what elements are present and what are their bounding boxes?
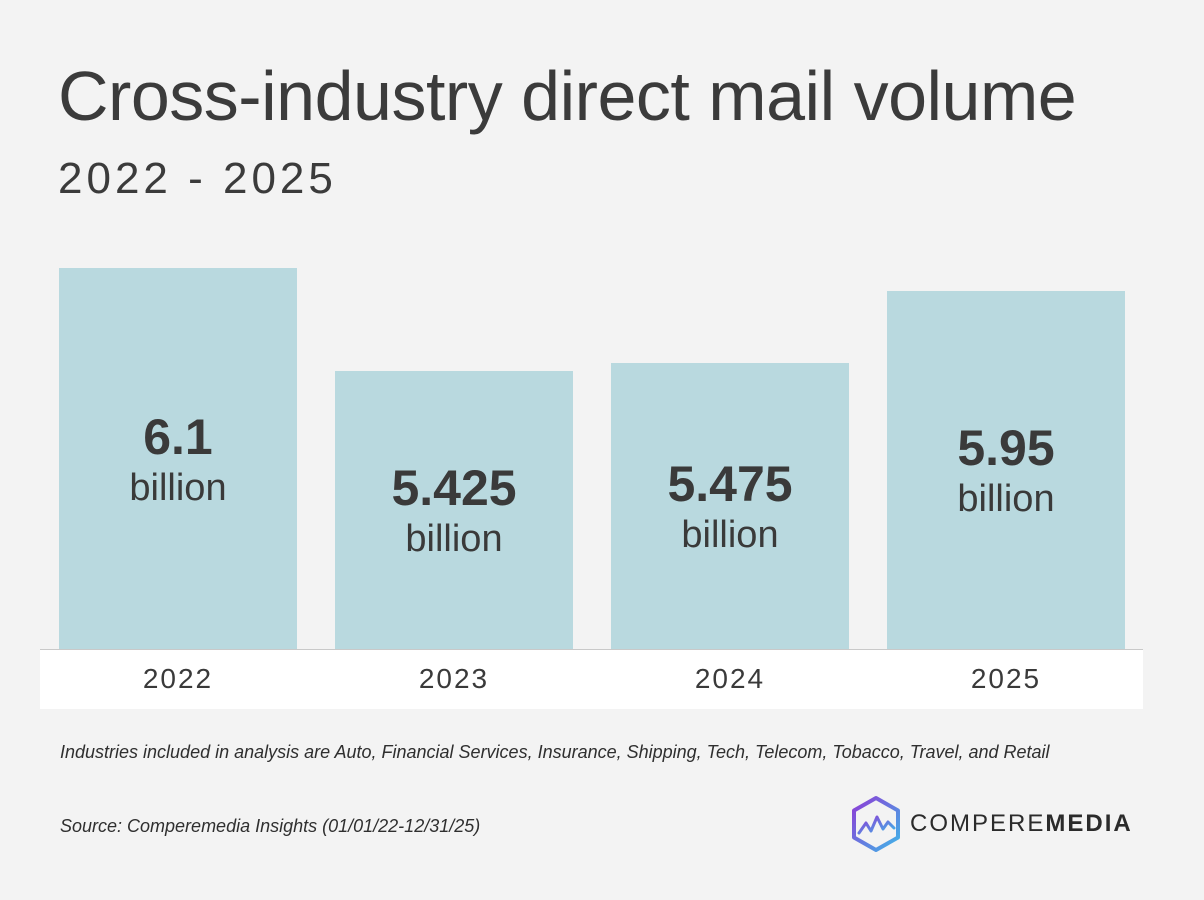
hexagon-chart-icon bbox=[852, 796, 900, 852]
bar-2023 bbox=[335, 371, 573, 649]
bar-label-2024: 5.475 billion bbox=[611, 455, 849, 557]
bar-2022 bbox=[59, 268, 297, 649]
bar-chart: 6.1 billion 2022 5.425 billion 2023 5.475 billi… bbox=[40, 240, 1143, 710]
x-axis-band bbox=[40, 649, 1143, 709]
x-tick-label: 2025 bbox=[970, 663, 1042, 694]
bar-2024 bbox=[611, 363, 849, 649]
bar-unit-label: billion bbox=[681, 514, 779, 556]
bar-unit-label: billion bbox=[405, 518, 503, 560]
bar-2025 bbox=[887, 291, 1125, 649]
comperemedia-logo: COMPEREMEDIA bbox=[850, 794, 1133, 854]
x-tick-label: 2023 bbox=[418, 663, 490, 694]
bar-value-label: 6.1 bbox=[143, 409, 213, 465]
bar-value-label: 5.425 bbox=[391, 460, 517, 516]
bar-value-label: 5.475 bbox=[667, 456, 793, 512]
x-tick-label: 2022 bbox=[142, 663, 214, 694]
bar-label-2022: 6.1 billion bbox=[59, 408, 297, 510]
industries-note: Industries included in analysis are Auto… bbox=[60, 742, 1050, 762]
bar-label-2025: 5.95 billion bbox=[887, 419, 1125, 521]
chart-title: Cross-industry direct mail volume bbox=[58, 57, 1077, 135]
bar-unit-label: billion bbox=[129, 467, 227, 509]
chart-subtitle: 2022 - 2025 bbox=[58, 154, 337, 203]
logo-wordmark: COMPEREMEDIA bbox=[910, 810, 1133, 837]
bar-label-2023: 5.425 billion bbox=[335, 459, 573, 561]
bar-value-label: 5.95 bbox=[957, 420, 1055, 476]
x-tick-label: 2024 bbox=[694, 663, 766, 694]
bar-unit-label: billion bbox=[957, 478, 1055, 520]
source-note: Source: Comperemedia Insights (01/01/22-… bbox=[60, 816, 481, 836]
